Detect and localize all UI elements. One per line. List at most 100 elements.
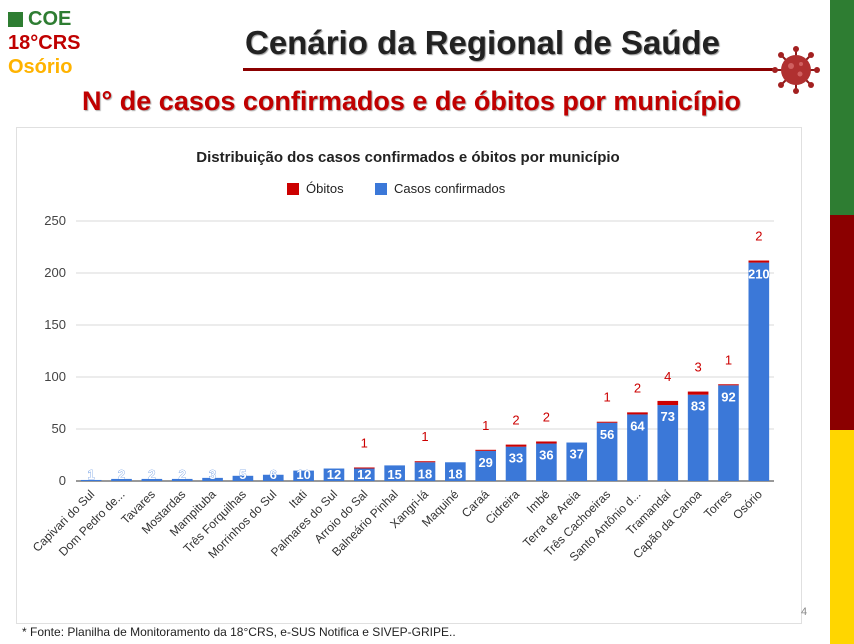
bar-confirmed xyxy=(171,478,193,481)
bar-confirmed xyxy=(353,468,375,481)
bar-confirmed xyxy=(445,462,466,481)
bar-confirmed xyxy=(202,477,223,481)
data-label-deaths: 3 xyxy=(695,360,702,375)
y-tick-label: 0 xyxy=(59,473,66,488)
bar-confirmed xyxy=(627,414,648,481)
data-label-deaths: 1 xyxy=(725,352,732,367)
data-label-deaths: 1 xyxy=(603,390,610,405)
bar-deaths xyxy=(657,400,679,406)
chart-frame xyxy=(16,127,802,624)
bar-confirmed xyxy=(293,470,314,481)
data-label-confirmed: 18 xyxy=(418,466,432,481)
legend-swatch-confirmed xyxy=(375,183,387,195)
data-label-deaths: 2 xyxy=(755,229,762,244)
data-label-deaths: 2 xyxy=(512,413,519,428)
data-label-deaths: 2 xyxy=(634,380,641,395)
data-label-deaths: 1 xyxy=(421,429,428,444)
data-label-confirmed: 12 xyxy=(327,467,341,482)
chart-legend: Óbitos Casos confirmados xyxy=(287,181,506,196)
bar-confirmed xyxy=(536,443,557,481)
bar-deaths xyxy=(505,444,527,447)
crs-label: 18°CRS xyxy=(8,32,81,54)
data-label-confirmed: 92 xyxy=(721,389,735,404)
data-label-confirmed: 37 xyxy=(570,447,584,462)
data-label-confirmed: 2 xyxy=(179,467,186,482)
bar-confirmed xyxy=(141,478,163,481)
bar-confirmed xyxy=(323,468,345,481)
page-title: Cenário da Regional de Saúde xyxy=(245,24,720,61)
coe-label: COE xyxy=(28,8,72,30)
data-label-confirmed: 73 xyxy=(661,409,675,424)
y-tick-label: 150 xyxy=(44,317,66,332)
data-label-confirmed: 5 xyxy=(239,467,246,482)
x-tick-label: Torres xyxy=(701,487,734,520)
coe-square-icon xyxy=(8,12,23,27)
bar-confirmed xyxy=(232,475,254,481)
data-label-deaths: 2 xyxy=(543,409,550,424)
bars xyxy=(80,260,770,481)
bar-deaths xyxy=(536,441,557,444)
x-tick-label: Itati xyxy=(286,487,310,511)
data-label-confirmed: 36 xyxy=(539,448,553,463)
x-tick-label: Osório xyxy=(730,487,765,522)
data-label-confirmed: 2 xyxy=(118,467,125,482)
bar-confirmed xyxy=(657,405,679,481)
data-label-confirmed: 29 xyxy=(478,455,492,470)
data-label-deaths: 4 xyxy=(664,369,671,384)
bar-deaths xyxy=(748,260,770,263)
data-label-confirmed: 83 xyxy=(691,399,705,414)
legend-label-deaths: Óbitos xyxy=(306,181,344,196)
bar-confirmed xyxy=(505,446,527,481)
y-tick-label: 50 xyxy=(52,421,66,436)
side-bar-yellow xyxy=(830,430,854,644)
y-tick-label: 200 xyxy=(44,265,66,280)
bar-chart: Distribuição dos casos confirmados e óbi… xyxy=(30,149,774,564)
data-label-confirmed: 6 xyxy=(270,467,277,482)
legend-label-confirmed: Casos confirmados xyxy=(394,181,506,196)
data-label-confirmed: 64 xyxy=(630,418,645,433)
data-label-confirmed: 210 xyxy=(748,267,770,282)
bar-confirmed xyxy=(111,478,132,481)
bar-deaths xyxy=(475,449,497,451)
data-label-confirmed: 3 xyxy=(209,467,216,482)
bar-confirmed xyxy=(262,474,284,481)
data-label-deaths: 1 xyxy=(482,418,489,433)
bar-deaths xyxy=(627,412,648,415)
bar-deaths xyxy=(596,421,618,423)
bar-deaths xyxy=(353,467,375,469)
y-tick-label: 100 xyxy=(44,369,66,384)
page-subtitle: N° de casos confirmados e de óbitos por … xyxy=(82,86,741,116)
data-label-confirmed: 18 xyxy=(448,466,462,481)
bar-deaths xyxy=(687,391,709,395)
page-number: 4 xyxy=(801,606,808,618)
data-label-deaths: 1 xyxy=(361,435,368,450)
bar-confirmed xyxy=(718,385,739,481)
bar-confirmed xyxy=(687,394,709,481)
side-bar-red xyxy=(830,215,854,430)
legend-swatch-deaths xyxy=(287,183,299,195)
bar-confirmed xyxy=(475,450,497,481)
bar-confirmed xyxy=(748,262,770,481)
bar-deaths xyxy=(718,384,739,386)
data-label-confirmed: 15 xyxy=(387,467,401,482)
coe-logo-block: COE 18°CRS Osório xyxy=(8,8,80,79)
data-label-confirmed: 1 xyxy=(88,467,95,482)
x-tick-label: Cidreira xyxy=(483,487,523,527)
data-label-confirmed: 2 xyxy=(148,467,155,482)
data-label-confirmed: 10 xyxy=(296,467,310,482)
bar-confirmed xyxy=(384,465,405,481)
title-underline xyxy=(243,68,777,71)
y-tick-label: 250 xyxy=(44,213,66,228)
bar-confirmed xyxy=(566,442,588,481)
city-label: Osório xyxy=(8,56,73,78)
data-label-confirmed: 33 xyxy=(509,451,523,466)
bar-deaths xyxy=(414,461,436,463)
coe-line: COE xyxy=(8,8,80,31)
data-label-confirmed: 12 xyxy=(357,467,371,482)
gridlines: 0 50 100 150 200 250 xyxy=(44,213,774,488)
bar-confirmed xyxy=(414,462,436,481)
bar-confirmed xyxy=(80,479,102,481)
coronavirus-icon xyxy=(772,46,820,94)
